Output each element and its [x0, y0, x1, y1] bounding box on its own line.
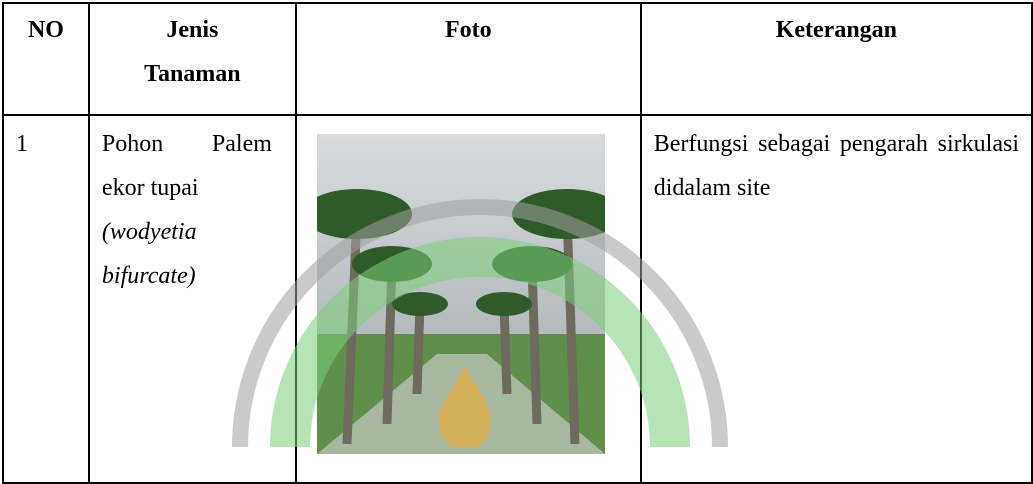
- latin-name: (wodyetia bifurcate): [101, 219, 197, 289]
- data-row: 1 Pohon Palem ekor tupai (wodyetia bifur…: [2, 114, 1033, 484]
- header-cell: Foto: [294, 2, 642, 116]
- header-row: NO Jenis Tanaman Foto Keterangan: [2, 2, 1033, 116]
- header-cell: Keterangan: [639, 2, 1033, 116]
- cell-text: 1: [16, 131, 28, 157]
- photo: [316, 134, 605, 454]
- header-cell: Jenis Tanaman: [87, 2, 297, 116]
- cell-text: Pohon Palem ekor tupai: [101, 131, 272, 201]
- keterangan-cell: Berfungsi sebagai pengarah sirkulasi did…: [639, 114, 1033, 484]
- no-cell: 1: [2, 114, 90, 484]
- cell-text: Berfungsi sebagai pengarah sirkulasi did…: [653, 131, 1019, 201]
- header-cell: NO: [2, 2, 90, 116]
- photo-cell: [294, 114, 642, 484]
- jenis-cell: Pohon Palem ekor tupai (wodyetia bifurca…: [87, 114, 297, 484]
